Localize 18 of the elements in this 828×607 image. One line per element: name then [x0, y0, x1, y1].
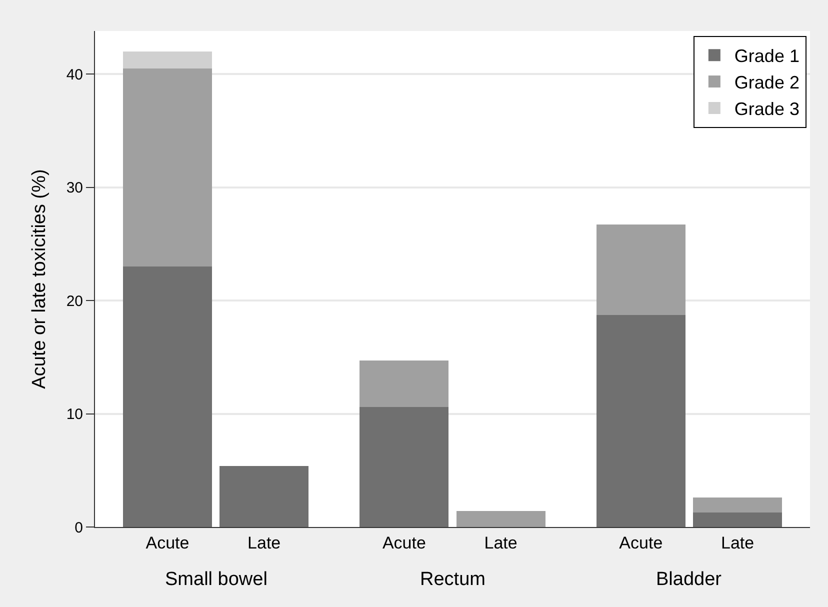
x-tick-label: Acute: [382, 533, 426, 552]
y-tick-label: 0: [74, 519, 83, 536]
legend-label: Grade 3: [734, 98, 800, 119]
legend-label: Grade 2: [734, 72, 800, 93]
x-tick-label: Late: [484, 533, 518, 552]
y-tick-label: 40: [66, 66, 83, 84]
y-tick-label: 20: [66, 292, 83, 310]
x-tick-label: Late: [248, 533, 281, 552]
legend-label: Grade 1: [734, 46, 800, 66]
x-tick-label: Acute: [146, 533, 190, 552]
x-tick-label: Acute: [619, 533, 663, 552]
y-tick-label: 10: [66, 406, 83, 424]
x-tick-label: Late: [720, 533, 754, 552]
y-axis-title: Acute or late toxicities (%): [29, 169, 50, 389]
text: Rectum: [420, 569, 486, 590]
y-tick-label: 30: [66, 180, 83, 197]
text: Bladder: [656, 569, 722, 590]
text: Small bowel: [165, 569, 268, 590]
